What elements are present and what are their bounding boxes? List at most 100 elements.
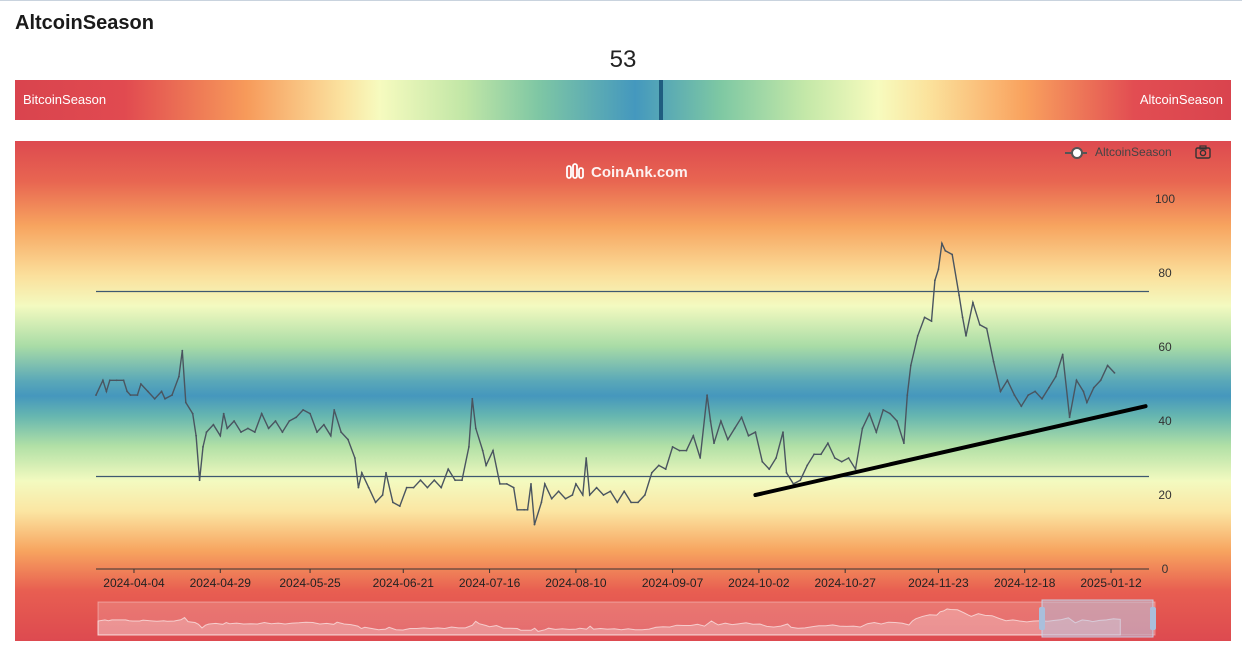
x-tick-label: 2024-10-02 <box>728 576 790 590</box>
series-point <box>126 390 128 393</box>
series-point <box>340 431 342 433</box>
series-point <box>146 390 149 393</box>
series-point <box>733 427 736 430</box>
series-point <box>108 379 111 382</box>
series-point <box>492 449 494 452</box>
zoom-handle-right[interactable] <box>1150 607 1156 630</box>
series-point <box>581 494 584 496</box>
series-point <box>1086 401 1088 404</box>
series-point <box>1099 379 1102 382</box>
series-point <box>564 497 567 500</box>
series-point <box>526 508 529 511</box>
series-point <box>374 501 377 504</box>
legend-marker-icon <box>1071 147 1083 159</box>
series-point <box>847 457 850 459</box>
series-point <box>720 420 722 422</box>
series-point <box>481 449 484 452</box>
x-tick-label: 2024-05-25 <box>279 576 341 590</box>
series-point <box>205 431 208 433</box>
series-point <box>861 427 864 430</box>
series-point <box>381 494 384 496</box>
series-point <box>699 457 702 459</box>
series-point <box>533 523 536 526</box>
series-point <box>854 468 857 470</box>
series-point <box>941 242 943 245</box>
y-tick-label: 40 <box>1158 414 1172 428</box>
series-point <box>474 427 477 430</box>
series-point <box>571 494 574 496</box>
series-point <box>1113 372 1116 374</box>
zoom-selection-window[interactable] <box>1041 599 1154 638</box>
x-tick-label: 2024-06-21 <box>373 576 435 590</box>
series-point <box>985 327 988 330</box>
series-point <box>550 497 553 500</box>
series-point <box>575 483 577 485</box>
series-point <box>115 379 118 382</box>
series-point <box>923 316 926 319</box>
series-point <box>916 335 919 337</box>
series-point <box>164 397 166 400</box>
series-point <box>122 379 125 382</box>
series-point <box>882 409 885 411</box>
series-point <box>664 468 667 470</box>
series-point <box>153 397 156 400</box>
series-point <box>471 397 474 400</box>
series-point <box>602 494 605 496</box>
series-line-altcoinseason <box>95 240 1116 525</box>
series-point <box>426 486 429 489</box>
series-point <box>1068 416 1071 419</box>
x-tick-label: 2024-07-16 <box>459 576 521 590</box>
series-point <box>726 438 729 441</box>
series-point <box>171 394 173 396</box>
series-point <box>657 464 660 467</box>
series-point <box>616 501 619 504</box>
series-point <box>644 494 646 496</box>
series-point <box>260 412 263 415</box>
series-point <box>678 449 681 452</box>
series-point <box>585 457 588 459</box>
series-point <box>516 508 519 511</box>
top-border <box>0 0 1242 1</box>
series-point <box>557 490 560 493</box>
series-point <box>671 446 674 448</box>
y-tick-label: 100 <box>1155 192 1175 206</box>
series-point <box>530 483 532 485</box>
series-point <box>868 412 871 415</box>
series-point <box>992 360 995 363</box>
series-point <box>392 501 394 504</box>
series-point <box>102 379 104 382</box>
x-tick-label: 2024-12-18 <box>994 576 1056 590</box>
series-point <box>951 253 954 256</box>
series-point <box>754 431 757 433</box>
series-point <box>226 427 229 430</box>
series-point <box>198 479 201 482</box>
y-tick-label: 80 <box>1158 266 1172 280</box>
legend-label: AltcoinSeason <box>1095 145 1172 159</box>
series-point <box>454 479 456 482</box>
x-tick-label: 2024-09-07 <box>642 576 704 590</box>
series-point <box>972 301 974 304</box>
series-point <box>944 249 947 252</box>
series-point <box>267 427 270 430</box>
series-point <box>360 471 363 474</box>
series-point <box>650 471 653 474</box>
series-point <box>485 464 487 467</box>
y-tick-label: 60 <box>1158 340 1172 354</box>
series-point <box>419 479 422 482</box>
series-point <box>136 394 139 396</box>
series-point <box>740 416 743 419</box>
series-point <box>1020 405 1023 408</box>
series-point <box>623 490 626 493</box>
series-point <box>1054 375 1057 378</box>
series-point <box>240 431 242 433</box>
camera-icon[interactable] <box>1195 145 1211 159</box>
zoom-handle-left[interactable] <box>1039 607 1045 630</box>
series-point <box>833 457 836 459</box>
series-point <box>247 427 249 430</box>
trendline-annotation <box>753 404 1148 497</box>
series-point <box>385 471 387 474</box>
series-point <box>820 453 822 456</box>
series-point <box>184 401 187 404</box>
series-point <box>934 279 936 282</box>
zoom-slider-preview <box>97 608 1121 636</box>
